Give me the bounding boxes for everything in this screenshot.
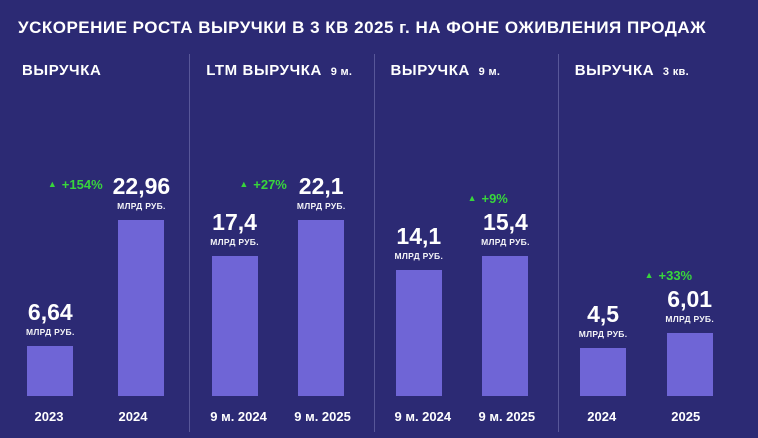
change-value: +9%	[481, 190, 508, 206]
bar	[27, 346, 74, 396]
change-value: +27%	[253, 176, 287, 192]
chart-panels: ВЫРУЧКА 6,64 МЛРД РУБ. ▲ +154%	[16, 54, 742, 432]
bar-group-right: ▲ +27% 22,1 МЛРД РУБ.	[239, 172, 346, 396]
bar-value: 6,01	[667, 285, 713, 312]
bar-group-left: 17,4 МЛРД РУБ.	[210, 210, 259, 396]
x-axis: 9 м. 2024 9 м. 2025	[391, 409, 552, 424]
bar-group-right: ▲ +33% 6,01 МЛРД РУБ.	[645, 268, 714, 396]
bar-value: 17,4	[212, 208, 257, 235]
bar-value: 6,64	[27, 298, 73, 325]
x-axis-label: 9 м. 2025	[294, 409, 351, 424]
panel-title-text: ВЫРУЧКА	[390, 62, 470, 79]
bar	[395, 270, 442, 396]
unit-label: МЛРД РУБ.	[26, 327, 75, 337]
bar-group-left: 4,5 МЛРД РУБ.	[579, 302, 628, 396]
bar	[482, 256, 529, 396]
up-triangle-icon: ▲	[467, 192, 477, 203]
bar-value: 4,5	[587, 300, 620, 327]
x-axis-label: 9 м. 2024	[394, 409, 452, 424]
panel-title-text: ВЫРУЧКА	[574, 62, 655, 79]
value-block: ▲ +33% 6,01 МЛРД РУБ.	[645, 268, 714, 324]
bar-value: 14,1	[396, 222, 442, 249]
change-badge: ▲ +9%	[468, 191, 508, 206]
bar	[666, 333, 713, 396]
panel-revenue-annual: ВЫРУЧКА 6,64 МЛРД РУБ. ▲ +154%	[16, 54, 189, 432]
bar-group-left: 6,64 МЛРД РУБ.	[26, 300, 75, 396]
change-badge: ▲ +154%	[48, 177, 103, 192]
bar-value: 22,96	[112, 172, 171, 199]
panel-title: ВЫРУЧКА	[22, 62, 183, 79]
up-triangle-icon: ▲	[644, 269, 654, 280]
value-block: ▲ +154% 22,96 МЛРД РУБ.	[48, 172, 171, 211]
bar-value: 22,1	[298, 172, 344, 199]
panel-title-text: LTM ВЫРУЧКА	[206, 62, 322, 79]
change-value: +154%	[61, 176, 103, 192]
value-block: ▲ +27% 22,1 МЛРД РУБ.	[239, 172, 346, 211]
unit-label: МЛРД РУБ.	[296, 201, 346, 211]
unit-label: МЛРД РУБ.	[117, 201, 166, 211]
bar	[580, 348, 627, 396]
x-axis: 2024 2025	[575, 409, 736, 424]
value-block: 6,64 МЛРД РУБ.	[26, 300, 75, 337]
x-axis-label: 9 м. 2025	[478, 409, 536, 424]
x-axis-label: 2025	[671, 409, 701, 424]
bar-chart: 17,4 МЛРД РУБ. ▲ +27% 22,1 МЛРД РУБ.	[206, 79, 367, 396]
up-triangle-icon: ▲	[47, 178, 57, 189]
bar-chart: 14,1 МЛРД РУБ. ▲ +9% 15,4 МЛРД РУБ.	[391, 79, 552, 396]
x-axis-label: 2024	[587, 409, 617, 424]
panel-revenue-q3: ВЫРУЧКА 3 кв. 4,5 МЛРД РУБ. ▲ +33%	[557, 54, 742, 432]
bar-group-right: ▲ +154% 22,96 МЛРД РУБ.	[48, 172, 171, 396]
bar-chart: 4,5 МЛРД РУБ. ▲ +33% 6,01 МЛРД РУБ.	[575, 79, 736, 396]
unit-label: МЛРД РУБ.	[578, 329, 628, 339]
unit-label: МЛРД РУБ.	[394, 251, 444, 261]
unit-label: МЛРД РУБ.	[665, 314, 714, 324]
page-title: УСКОРЕНИЕ РОСТА ВЫРУЧКИ В 3 КВ 2025 г. Н…	[18, 18, 707, 37]
panel-title: LTM ВЫРУЧКА 9 м.	[206, 62, 367, 79]
value-block: 4,5 МЛРД РУБ.	[579, 302, 628, 339]
bar	[118, 220, 165, 396]
x-axis-label: 2023	[34, 409, 64, 424]
bar-value: 15,4	[483, 208, 528, 235]
bar-chart: 6,64 МЛРД РУБ. ▲ +154% 22,96 МЛРД РУБ.	[22, 79, 183, 396]
value-block: 14,1 МЛРД РУБ.	[395, 224, 444, 261]
value-block: ▲ +9% 15,4 МЛРД РУБ.	[468, 191, 530, 247]
up-triangle-icon: ▲	[239, 178, 249, 189]
x-axis: 2023 2024	[22, 409, 183, 424]
panel-title-text: ВЫРУЧКА	[22, 62, 102, 79]
panel-title-suffix: 3 кв.	[662, 66, 689, 78]
panel-title-suffix: 9 м.	[478, 66, 501, 78]
change-badge: ▲ +27%	[239, 177, 287, 192]
panel-ltm-revenue-9m: LTM ВЫРУЧКА 9 м. 17,4 МЛРД РУБ. ▲ +27%	[189, 54, 373, 432]
x-axis: 9 м. 2024 9 м. 2025	[206, 409, 367, 424]
x-axis-label: 9 м. 2024	[210, 409, 267, 424]
unit-label: МЛРД РУБ.	[481, 237, 530, 247]
bar-group-right: ▲ +9% 15,4 МЛРД РУБ.	[468, 191, 530, 396]
value-block: 17,4 МЛРД РУБ.	[210, 210, 259, 247]
bar-group-left: 14,1 МЛРД РУБ.	[395, 224, 444, 396]
panel-title: ВЫРУЧКА 9 м.	[391, 62, 552, 79]
change-badge: ▲ +33%	[645, 268, 693, 283]
panel-title-suffix: 9 м.	[330, 66, 353, 78]
panel-revenue-9m: ВЫРУЧКА 9 м. 14,1 МЛРД РУБ. ▲ +9%	[373, 54, 558, 432]
change-value: +33%	[658, 267, 693, 283]
bar	[298, 220, 345, 396]
unit-label: МЛРД РУБ.	[210, 237, 259, 247]
panel-title: ВЫРУЧКА 3 кв.	[575, 62, 736, 79]
x-axis-label: 2024	[118, 409, 148, 424]
bar	[211, 256, 258, 396]
